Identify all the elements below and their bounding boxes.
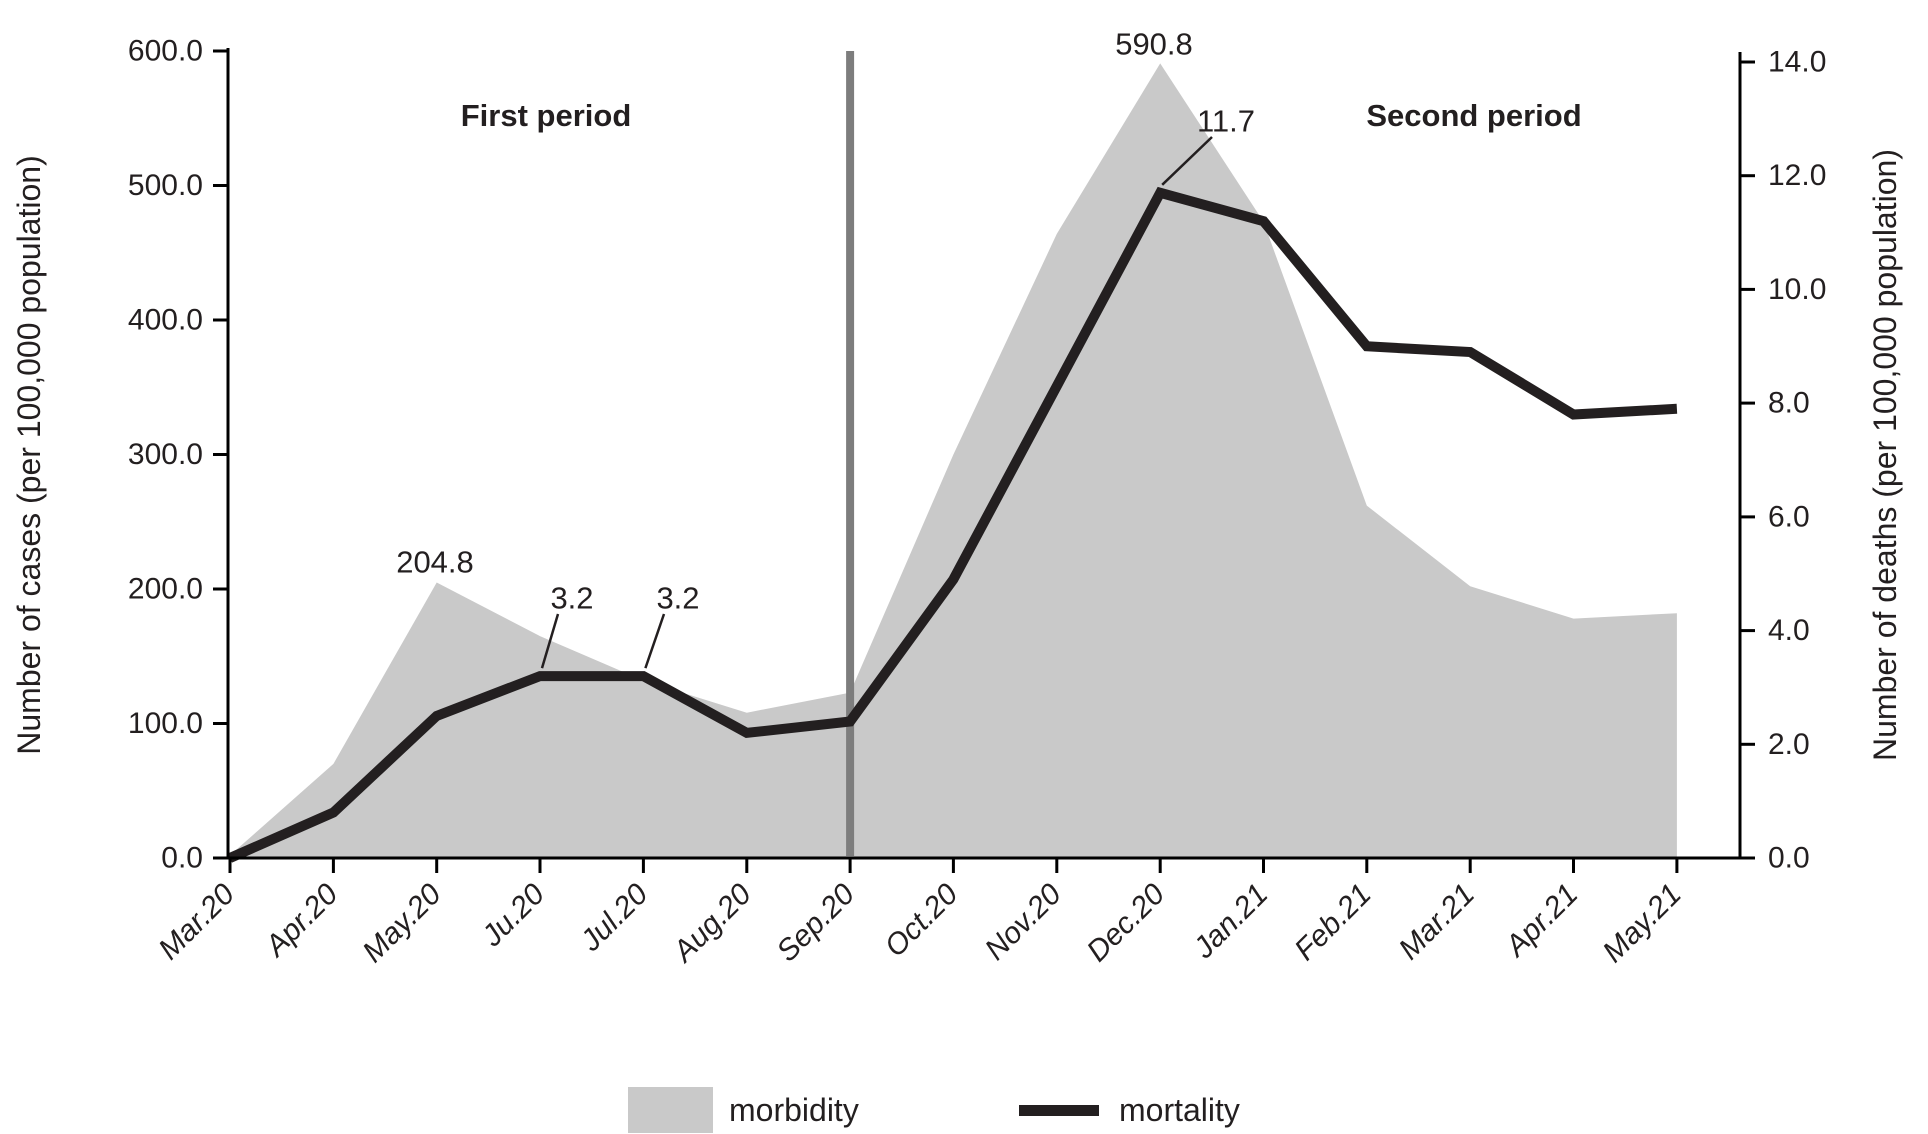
x-tick-label: Ju.20 (475, 877, 551, 953)
right-axis-title: Number of deaths (per 100,000 population… (1867, 149, 1903, 761)
x-tick-label: Mar.21 (1393, 878, 1482, 967)
x-tick-label: Sep.20 (770, 877, 861, 968)
annotation-leader (540, 613, 560, 669)
chart-legend: morbidity mortality (0, 1086, 1928, 1134)
legend-label-mortality: mortality (1119, 1092, 1240, 1128)
annotation-leader (1161, 136, 1213, 186)
mortality-line-swatch (1019, 1104, 1099, 1116)
legend-item-mortality: mortality (1019, 1086, 1240, 1134)
right-tick-label: 12.0 (1768, 159, 1826, 192)
mortality-line (227, 186, 1678, 863)
x-tick-label: Apr.20 (258, 877, 345, 964)
right-tick-label: 10.0 (1768, 273, 1826, 306)
x-tick-label: Apr.21 (1498, 878, 1584, 964)
right-tick-label: 0.0 (1768, 842, 1810, 875)
morbidity-area (230, 63, 1677, 858)
left-tick-label: 300.0 (128, 438, 203, 471)
annotation-value: 204.8 (396, 545, 474, 580)
x-tick-label: Dec.20 (1081, 877, 1172, 968)
right-tick-label: 6.0 (1768, 500, 1810, 533)
morbidity-area-swatch (628, 1087, 713, 1133)
left-tick-label: 100.0 (128, 707, 203, 740)
left-axis-title: Number of cases (per 100,000 population) (11, 155, 47, 754)
legend-label-morbidity: morbidity (729, 1092, 859, 1128)
x-tick-label: Oct.20 (879, 877, 965, 963)
period-label-second: Second period (1366, 98, 1581, 133)
left-tick-label: 200.0 (128, 573, 203, 606)
annotation-value: 590.8 (1115, 27, 1193, 62)
x-tick-label: May.21 (1597, 878, 1688, 969)
annotation-value: 3.2 (550, 581, 593, 616)
x-tick-label: Feb.21 (1288, 878, 1377, 967)
annotation-value: 11.7 (1197, 104, 1255, 139)
x-tick-label: May.20 (356, 877, 448, 969)
x-tick-label: Aug.20 (666, 877, 758, 969)
right-tick-label: 4.0 (1768, 614, 1810, 647)
annotation-leader (644, 613, 666, 669)
period-label-first: First period (461, 98, 632, 133)
left-tick-label: 500.0 (128, 169, 203, 202)
right-tick-label: 8.0 (1768, 387, 1810, 420)
x-tick-label: Nov.20 (979, 877, 1068, 966)
left-tick-label: 600.0 (128, 35, 203, 68)
x-tick-label: Jan.21 (1187, 878, 1275, 966)
x-tick-label: Jul.20 (574, 877, 655, 958)
right-tick-label: 14.0 (1768, 46, 1826, 79)
x-tick-label: Mar.20 (152, 877, 241, 966)
right-tick-label: 2.0 (1768, 728, 1810, 761)
legend-item-morbidity: morbidity (628, 1086, 859, 1134)
left-tick-label: 400.0 (128, 304, 203, 337)
left-tick-label: 0.0 (161, 842, 203, 875)
annotation-value: 3.2 (656, 581, 699, 616)
